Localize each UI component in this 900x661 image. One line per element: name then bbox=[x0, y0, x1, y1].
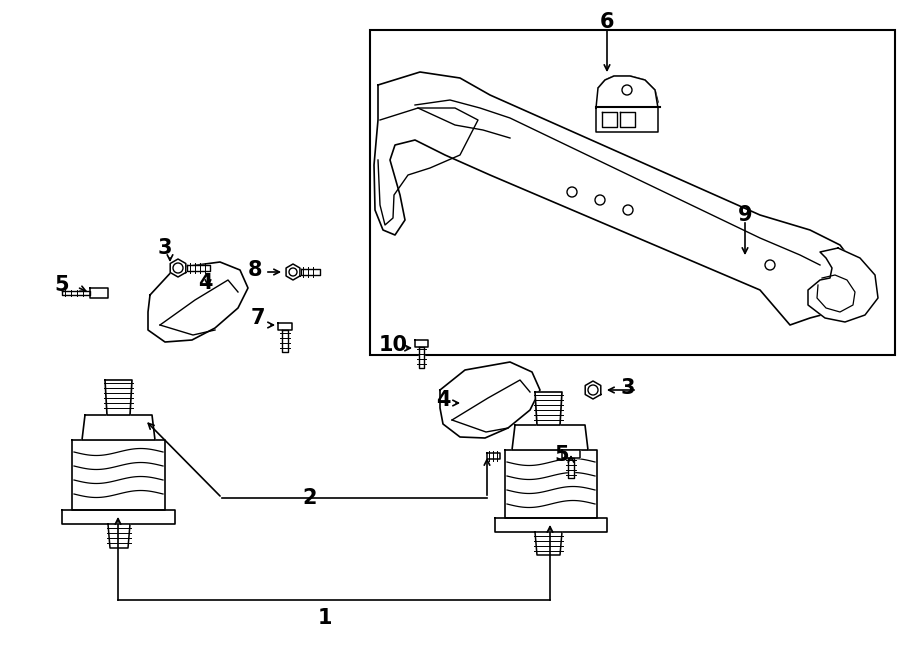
Circle shape bbox=[567, 187, 577, 197]
Polygon shape bbox=[282, 330, 288, 352]
Polygon shape bbox=[374, 72, 855, 325]
Text: 2: 2 bbox=[302, 488, 317, 508]
Circle shape bbox=[623, 205, 633, 215]
Polygon shape bbox=[535, 392, 562, 425]
Polygon shape bbox=[495, 518, 607, 532]
Bar bbox=[370, 30, 895, 355]
Text: 3: 3 bbox=[621, 378, 635, 398]
Circle shape bbox=[622, 85, 632, 95]
Text: 5: 5 bbox=[554, 445, 570, 465]
Polygon shape bbox=[108, 524, 130, 548]
Polygon shape bbox=[568, 458, 574, 478]
Text: 8: 8 bbox=[248, 260, 262, 280]
Polygon shape bbox=[596, 76, 658, 132]
Polygon shape bbox=[512, 425, 588, 450]
Text: 4: 4 bbox=[436, 390, 450, 410]
Circle shape bbox=[173, 263, 183, 273]
Polygon shape bbox=[505, 450, 597, 518]
Circle shape bbox=[289, 268, 297, 276]
Polygon shape bbox=[440, 362, 540, 438]
Polygon shape bbox=[90, 288, 108, 298]
Polygon shape bbox=[62, 510, 175, 524]
Circle shape bbox=[588, 385, 598, 395]
Polygon shape bbox=[535, 532, 562, 555]
Polygon shape bbox=[487, 453, 500, 459]
Polygon shape bbox=[808, 248, 878, 322]
Polygon shape bbox=[286, 264, 300, 280]
Text: 3: 3 bbox=[158, 238, 172, 258]
Polygon shape bbox=[278, 323, 292, 330]
Polygon shape bbox=[148, 262, 248, 342]
Text: 4: 4 bbox=[198, 273, 212, 293]
Polygon shape bbox=[62, 291, 90, 295]
Text: 6: 6 bbox=[599, 12, 614, 32]
Polygon shape bbox=[170, 259, 185, 277]
Polygon shape bbox=[562, 450, 580, 458]
Polygon shape bbox=[82, 415, 155, 440]
Polygon shape bbox=[585, 381, 601, 399]
Text: 10: 10 bbox=[379, 335, 408, 355]
Text: 1: 1 bbox=[318, 608, 332, 628]
Polygon shape bbox=[602, 112, 617, 127]
Text: 5: 5 bbox=[55, 275, 69, 295]
Polygon shape bbox=[72, 440, 165, 510]
Text: 7: 7 bbox=[251, 308, 266, 328]
Polygon shape bbox=[301, 269, 320, 275]
Polygon shape bbox=[187, 265, 210, 271]
Text: 9: 9 bbox=[738, 205, 752, 225]
Polygon shape bbox=[105, 380, 132, 415]
Polygon shape bbox=[415, 340, 428, 347]
Polygon shape bbox=[419, 347, 424, 368]
Circle shape bbox=[765, 260, 775, 270]
Polygon shape bbox=[620, 112, 635, 127]
Circle shape bbox=[595, 195, 605, 205]
